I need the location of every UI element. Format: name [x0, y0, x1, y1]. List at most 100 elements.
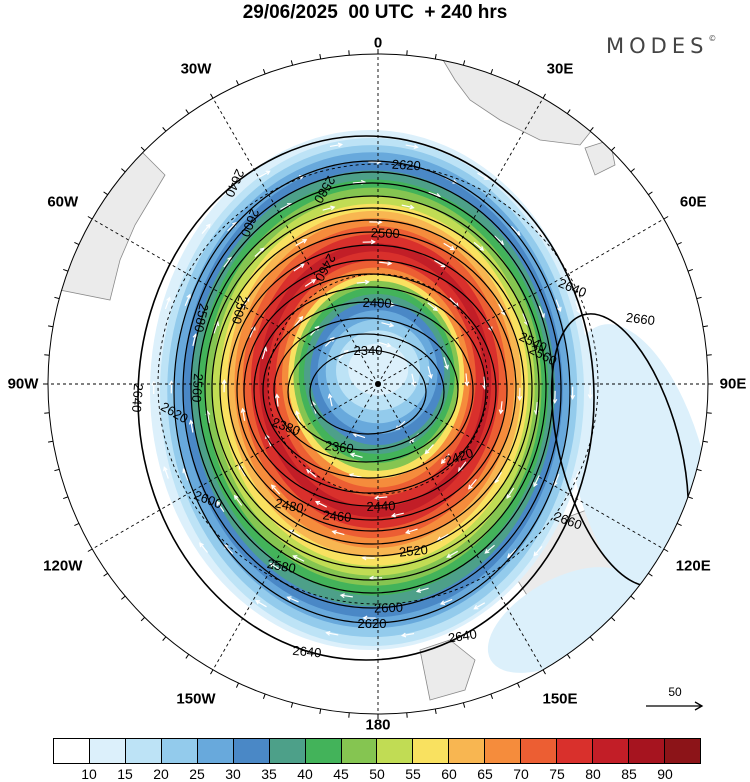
tick-mark — [676, 523, 682, 527]
tick-mark — [319, 54, 322, 60]
wind-vector — [361, 555, 375, 561]
colorbar-box — [161, 739, 198, 763]
wind-vector — [443, 357, 449, 370]
tick-mark — [87, 216, 93, 220]
contour-line — [197, 195, 547, 581]
tick-mark — [630, 168, 635, 173]
colorbar-box — [629, 739, 665, 763]
wind-vector — [369, 219, 383, 225]
contour-label: 2360 — [324, 438, 355, 456]
brand-name: MODES — [606, 34, 709, 58]
wind-vector — [327, 393, 333, 407]
contour-line — [182, 171, 562, 609]
latitude-circle — [157, 163, 599, 605]
tick-mark — [490, 693, 494, 699]
colorbar-tick-label: 90 — [657, 766, 673, 782]
wind-vector — [390, 512, 404, 518]
colorbar-tick-label: 70 — [513, 766, 529, 782]
tick-mark — [566, 109, 571, 114]
meridian-line — [212, 383, 379, 671]
colorbar-tick-label: 15 — [117, 766, 133, 782]
tick-mark — [140, 146, 146, 152]
contour-line — [287, 333, 445, 451]
wind-vector — [533, 546, 543, 557]
wind-vector — [304, 279, 317, 287]
wind-vector — [331, 529, 345, 536]
tick-mark — [610, 146, 616, 152]
meridian-line — [377, 97, 544, 385]
colorbar-box — [54, 739, 90, 763]
colorbar-box — [125, 739, 162, 763]
meridian-line — [91, 383, 379, 550]
wind-vector — [533, 475, 540, 488]
contour-label: 2640 — [292, 643, 322, 661]
colorbar-box — [89, 739, 126, 763]
meridian-line — [377, 383, 544, 671]
wind-vector — [286, 596, 299, 603]
contour-line — [173, 160, 571, 624]
tick-mark — [648, 572, 653, 577]
tick-mark — [462, 60, 466, 66]
tick-mark — [210, 93, 214, 99]
colorbar-tick-label: 20 — [153, 766, 169, 782]
contour-label: 2400 — [362, 295, 391, 311]
colorbar-tick-label: 30 — [225, 766, 241, 782]
tick-mark — [74, 523, 80, 527]
contour-line — [262, 301, 474, 479]
wind-vector — [552, 390, 558, 405]
contour-label: 2480 — [274, 495, 305, 516]
contour-label: 2580 — [266, 556, 297, 576]
contour-line — [236, 259, 508, 521]
wind-vector — [362, 615, 376, 621]
tick-mark — [566, 654, 571, 659]
polar-map: 2340236023802400242024402460246024802500… — [43, 49, 713, 719]
wind-vector — [443, 242, 455, 251]
colorbar-tick-label: 55 — [405, 766, 421, 782]
longitude-label: 150W — [176, 690, 216, 708]
longitude-label: 90E — [719, 375, 747, 393]
wind-vector — [427, 302, 438, 312]
wind-vector — [477, 172, 489, 180]
tick-mark — [63, 496, 69, 500]
tick-mark — [434, 708, 437, 714]
wind-vector — [424, 444, 434, 455]
wind-vector — [216, 500, 225, 512]
wind-vector — [329, 142, 344, 148]
map-title: 29/06/2025 00 UTC + 240 hrs — [242, 2, 508, 23]
tick-mark — [589, 127, 594, 132]
wind-vector — [381, 322, 395, 328]
contour-label: 2620 — [358, 616, 387, 631]
reference-vector-value: 50 — [668, 685, 682, 699]
brand-mark: © — [708, 34, 717, 43]
tick-mark — [63, 268, 69, 272]
wind-vector — [506, 487, 515, 499]
modes-logo: MODES© — [606, 34, 716, 58]
meridian-line — [377, 383, 665, 550]
wind-vector — [254, 247, 265, 257]
wind-vector — [188, 419, 194, 433]
tick-mark — [87, 548, 93, 552]
tick-mark — [542, 669, 546, 675]
longitude-label: 120E — [675, 557, 711, 575]
contour-line — [243, 273, 497, 507]
wind-vector — [163, 466, 169, 479]
colorbar — [53, 738, 701, 764]
wind-vector — [270, 484, 281, 495]
colorbar-tick-label: 40 — [297, 766, 313, 782]
colorbar-box — [413, 739, 450, 763]
colorbar-tick-label: 45 — [333, 766, 349, 782]
wind-vector — [255, 600, 267, 608]
wind-vector — [201, 223, 211, 234]
wind-vector — [401, 204, 415, 210]
tick-mark — [103, 572, 108, 577]
wind-vector — [184, 293, 191, 307]
colorbar-box — [449, 739, 486, 763]
colorbar-tick-label: 10 — [81, 766, 97, 782]
tick-mark — [103, 191, 108, 196]
wind-vector — [274, 393, 280, 407]
contour-line — [190, 182, 554, 594]
wind-vector — [570, 386, 576, 400]
contour-line — [211, 219, 533, 557]
colorbar-box — [305, 739, 342, 763]
wind-vector — [464, 373, 470, 387]
